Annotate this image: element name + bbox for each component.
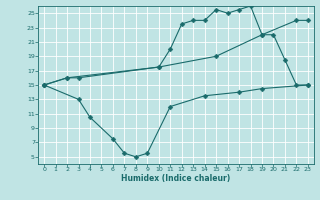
X-axis label: Humidex (Indice chaleur): Humidex (Indice chaleur) <box>121 174 231 183</box>
